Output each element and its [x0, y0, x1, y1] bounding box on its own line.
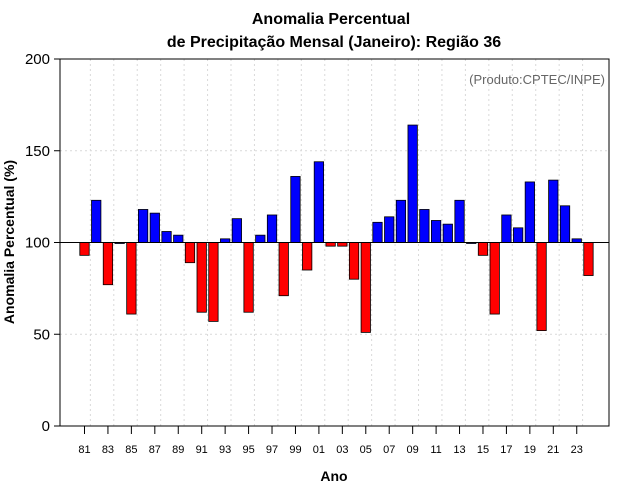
bar-2003: [337, 242, 348, 247]
bar-2018: [513, 227, 524, 243]
bar-1982: [91, 199, 102, 243]
x-tick-label: 19: [524, 444, 536, 456]
bar-2015: [477, 242, 489, 256]
bar-1986: [137, 209, 149, 243]
bar-2019: [524, 181, 535, 243]
x-tick-label: 85: [125, 444, 137, 456]
bar-2011: [430, 220, 442, 243]
x-tick-label: 05: [360, 444, 372, 456]
bar-2001: [313, 161, 325, 243]
y-axis: 0 50 100 150 200: [25, 51, 60, 435]
x-tick-label: 95: [242, 444, 254, 456]
y-tick-label: 100: [25, 235, 50, 252]
y-tick-label: 150: [25, 143, 50, 160]
x-tick-label: 11: [430, 444, 441, 456]
x-tick-label: 87: [149, 444, 161, 456]
bar-2012: [442, 223, 453, 243]
bar-1992: [208, 242, 219, 322]
x-tick-label: 13: [453, 444, 465, 456]
x-tick-label: 83: [102, 444, 114, 456]
bar-2020: [536, 242, 547, 331]
bar-2004: [348, 242, 360, 280]
bar-1981: [79, 242, 90, 256]
bar-2013: [454, 199, 465, 243]
bar-2000: [302, 242, 313, 271]
chart-title-line1: Anomalia Percentual: [252, 11, 410, 28]
x-tick-label: 03: [336, 444, 348, 456]
bar-2016: [489, 242, 500, 315]
bar-1996: [255, 234, 266, 243]
bar-2021: [548, 179, 559, 243]
x-tick-label: 21: [547, 444, 559, 456]
x-axis-label: Ano: [320, 468, 347, 484]
bar-1998: [278, 242, 289, 297]
bar-2024: [583, 242, 594, 276]
y-tick-label: 200: [25, 51, 50, 68]
bar-1985: [126, 242, 137, 315]
bar-2008: [395, 199, 407, 243]
bar-2017: [501, 214, 512, 243]
x-tick-label: 09: [407, 444, 419, 456]
grid-layer: [60, 59, 609, 426]
bar-2007: [384, 216, 395, 243]
x-tick-label: 97: [266, 444, 278, 456]
y-tick-label: 0: [42, 418, 50, 435]
x-tick-label: 17: [500, 444, 512, 456]
bar-1983: [102, 242, 114, 286]
bar-1997: [266, 214, 278, 243]
bar-2010: [419, 209, 430, 243]
x-axis: 81 83 85 87 89 91 93 95 97 99 01 03 05 07 09 11 13 15 17 19…: [78, 426, 583, 456]
x-tick-label: 91: [196, 444, 208, 456]
x-tick-label: 23: [571, 444, 583, 456]
bar-1995: [243, 242, 254, 313]
bar-1991: [196, 242, 207, 313]
bar-1993: [220, 238, 231, 243]
bar-1987: [149, 212, 160, 243]
x-tick-label: 99: [289, 444, 301, 456]
chart-title-line2: de Precipitação Mensal (Janeiro): Região…: [167, 34, 501, 51]
credit-text: (Produto:CPTEC/INPE): [469, 72, 605, 87]
bars-layer: [79, 124, 594, 333]
x-tick-label: 89: [172, 444, 184, 456]
x-tick-label: 81: [78, 444, 90, 456]
bar-2002: [325, 242, 336, 247]
bar-1989: [173, 234, 184, 243]
bar-2023: [571, 238, 582, 243]
y-axis-label: Anomalia Percentual (%): [1, 160, 17, 324]
x-tick-label: 01: [313, 444, 325, 456]
bar-1994: [231, 218, 242, 243]
x-tick-label: 15: [477, 444, 489, 456]
bar-1990: [184, 242, 196, 264]
x-tick-label: 07: [383, 444, 395, 456]
bar-2005: [360, 242, 371, 333]
bar-2006: [372, 221, 383, 243]
bar-2009: [407, 124, 418, 243]
bar-1988: [161, 231, 172, 243]
bar-1999: [290, 176, 301, 243]
x-tick-label: 93: [219, 444, 231, 456]
y-tick-label: 50: [33, 326, 50, 343]
bar-2022: [559, 205, 571, 243]
